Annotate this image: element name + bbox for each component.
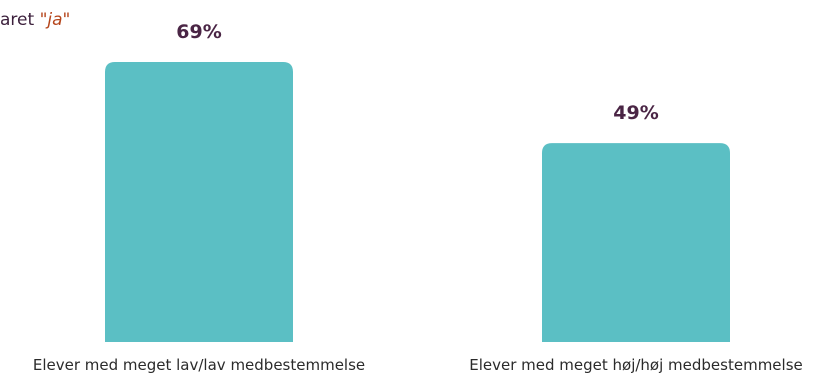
category-label-2: Elever med meget høj/høj medbestemmelse — [469, 356, 803, 374]
bar-2 — [542, 143, 730, 342]
value-label-1: 69% — [176, 21, 221, 43]
bar-1 — [105, 62, 293, 342]
value-label-2: 49% — [613, 102, 658, 124]
caption-text: aret — [0, 10, 40, 30]
category-label-1: Elever med meget lav/lav medbestemmelse — [33, 356, 365, 374]
chart-caption: aret "ja" — [0, 10, 70, 30]
caption-emphasis: "ja" — [39, 10, 71, 30]
